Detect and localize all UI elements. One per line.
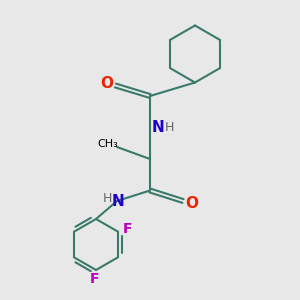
Text: N: N — [112, 194, 124, 208]
Text: H: H — [103, 191, 112, 205]
Text: H: H — [165, 121, 174, 134]
Text: CH₃: CH₃ — [98, 139, 118, 149]
Text: O: O — [185, 196, 198, 211]
Text: N: N — [152, 120, 165, 135]
Text: F: F — [123, 222, 132, 236]
Text: O: O — [100, 76, 114, 92]
Text: F: F — [90, 272, 99, 286]
